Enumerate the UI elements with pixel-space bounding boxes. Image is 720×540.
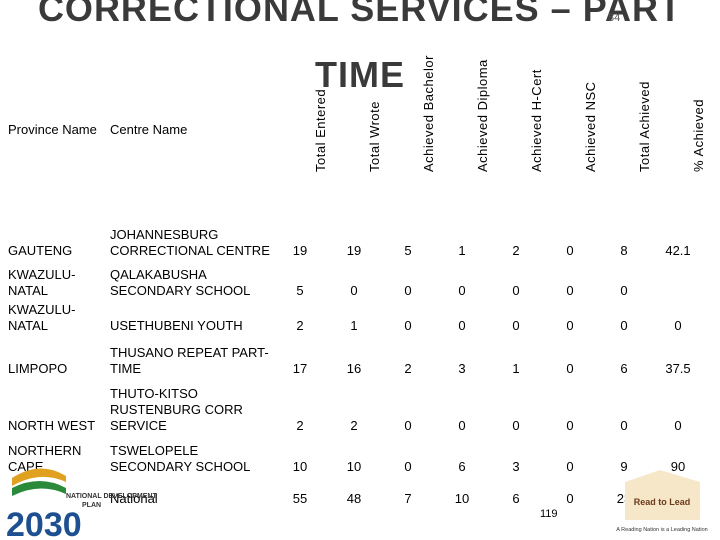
table-number: 2 xyxy=(296,318,304,333)
table-number: 0 xyxy=(404,418,412,433)
table-number: 0 xyxy=(566,283,574,298)
column-header: Total Entered xyxy=(313,88,328,172)
slide-number: 119 xyxy=(540,508,558,520)
table-number: 19 xyxy=(346,243,362,258)
table-number: 48 xyxy=(346,491,362,506)
table-number: 0 xyxy=(674,418,682,433)
table-number: 16 xyxy=(346,361,362,376)
page-number: 84 xyxy=(608,12,621,24)
table-number: 0 xyxy=(566,243,574,258)
table-number: 0 xyxy=(566,459,574,474)
table-number: 10 xyxy=(292,459,308,474)
centre-cell: QALAKABUSHA SECONDARY SCHOOL xyxy=(110,267,251,298)
table-number: 0 xyxy=(458,318,466,333)
table-number: 0 xyxy=(512,283,520,298)
table-number: 0 xyxy=(620,418,628,433)
table-number: 6 xyxy=(512,491,520,506)
table-number: 0 xyxy=(620,318,628,333)
column-header: % Achieved xyxy=(691,99,706,172)
column-header: Province Name xyxy=(8,122,97,137)
table-number: 0 xyxy=(566,418,574,433)
centre-cell: National xyxy=(110,491,158,506)
table-number: 47.9 xyxy=(665,491,691,506)
table-number: 37.5 xyxy=(665,361,691,376)
logo-text: PLAN xyxy=(82,502,101,509)
table-number: 0 xyxy=(350,283,358,298)
province-cell: GAUTENG xyxy=(8,243,73,258)
centre-cell: THUTO-KITSO RUSTENBURG CORR SERVICE xyxy=(110,386,243,433)
table-number: 2 xyxy=(404,361,412,376)
table-number: 7 xyxy=(404,491,412,506)
table-number: 0 xyxy=(458,283,466,298)
table-number: 0 xyxy=(512,318,520,333)
table-number: 3 xyxy=(458,361,466,376)
logo-tagline: A Reading Nation is a Leading Nation xyxy=(616,527,707,533)
column-header: Achieved Bachelor xyxy=(421,55,436,172)
table-number: 19 xyxy=(292,243,308,258)
table-number: 0 xyxy=(404,459,412,474)
table-number: 0 xyxy=(566,491,574,506)
table-number: 55 xyxy=(292,491,308,506)
table-number: 9 xyxy=(620,459,628,474)
table-number: 6 xyxy=(620,361,628,376)
table-number: 23 xyxy=(616,491,632,506)
table-number: 2 xyxy=(296,418,304,433)
table-number: 2 xyxy=(512,243,520,258)
table-number: 5 xyxy=(296,283,304,298)
table-number: 1 xyxy=(350,318,358,333)
table-number: 1 xyxy=(512,361,520,376)
centre-cell: USETHUBENI YOUTH xyxy=(110,318,243,333)
province-cell: NORTHERN CAPE xyxy=(8,443,82,474)
table-number: 5 xyxy=(404,243,412,258)
table-number: 1 xyxy=(458,243,466,258)
centre-cell: TSWELOPELE SECONDARY SCHOOL xyxy=(110,443,251,474)
table-number: 3 xyxy=(512,459,520,474)
table-number: 0 xyxy=(566,318,574,333)
logo-year: 2030 xyxy=(6,506,82,540)
logo-swoosh xyxy=(12,481,66,496)
province-cell: KWAZULU-NATAL xyxy=(8,267,76,298)
province-cell: KWAZULU-NATAL xyxy=(8,302,76,333)
table-number: 0 xyxy=(512,418,520,433)
table-number: 0 xyxy=(404,318,412,333)
column-header: Achieved NSC xyxy=(583,81,598,172)
table-number: 2 xyxy=(350,418,358,433)
table-number: 0 xyxy=(674,318,682,333)
centre-cell: JOHANNESBURG CORRECTIONAL CENTRE xyxy=(110,227,270,258)
table-number: 8 xyxy=(620,243,628,258)
table-number: 0 xyxy=(620,283,628,298)
column-header: Total Achieved xyxy=(637,81,652,172)
table-number: 17 xyxy=(292,361,308,376)
slide-title: CORRECTIONAL SERVICES – PART TIME xyxy=(37,0,683,95)
province-cell: LIMPOPO xyxy=(8,361,68,376)
table-number: 0 xyxy=(566,361,574,376)
column-header: Centre Name xyxy=(110,122,188,137)
column-header: Achieved H-Cert xyxy=(529,69,544,172)
table-number: 10 xyxy=(346,459,362,474)
province-cell: NORTH WEST xyxy=(8,418,96,433)
table-number: 42.1 xyxy=(665,243,691,258)
table-number: 10 xyxy=(454,491,470,506)
table-number: 0 xyxy=(458,418,466,433)
table-number: 6 xyxy=(458,459,466,474)
column-header: Total Wrote xyxy=(367,100,382,172)
centre-cell: THUSANO REPEAT PART-TIME xyxy=(110,345,269,376)
table-number: 0 xyxy=(404,283,412,298)
table-number: 90 xyxy=(670,459,686,474)
column-header: Achieved Diploma xyxy=(475,59,490,172)
